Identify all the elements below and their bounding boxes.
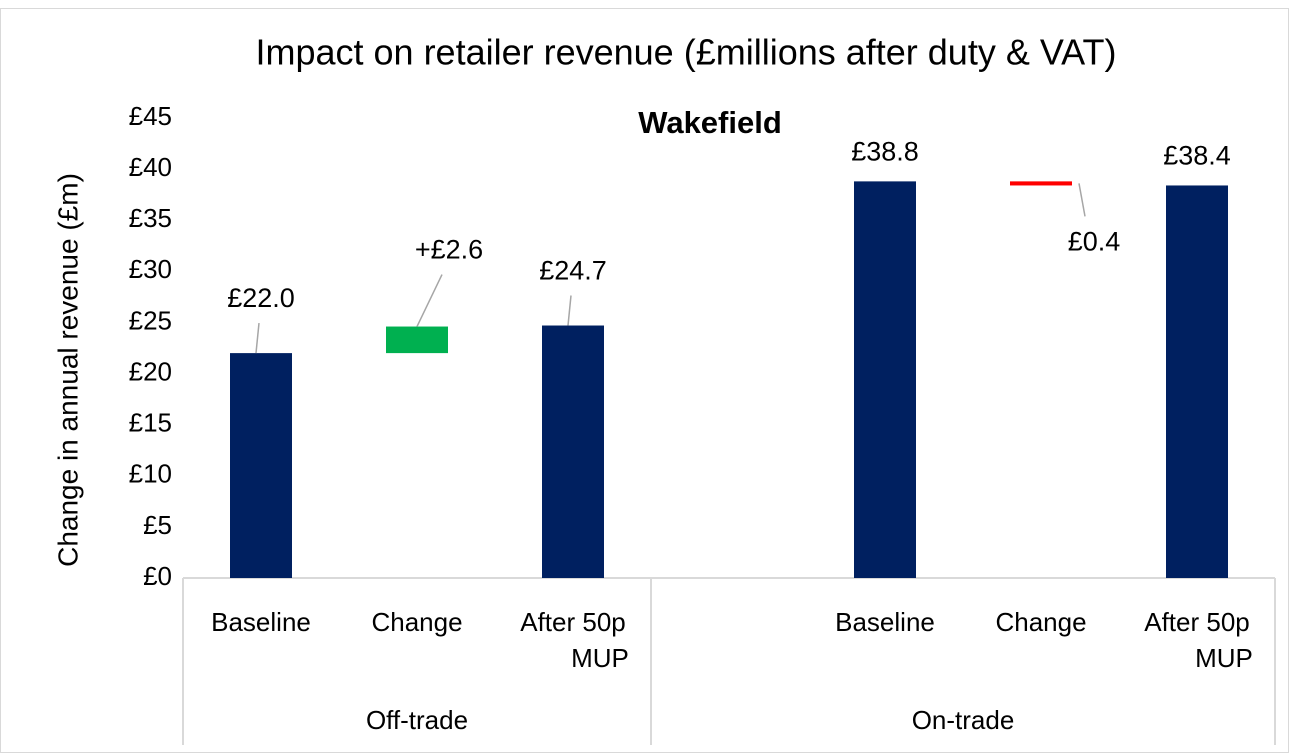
x-tick-label: After 50p MUP [520,607,629,673]
y-tick-label: £15 [129,408,172,438]
chart-frame [0,8,1289,753]
y-axis-title: Change in annual revenue (£m) [52,173,83,567]
leader-line [567,295,572,326]
bar [1166,185,1228,578]
group-label: Off-trade [366,705,468,735]
bar [386,326,448,354]
value-label: £38.8 [851,137,919,167]
y-tick-label: £10 [129,459,172,489]
y-tick-label: £5 [143,510,172,540]
chart-title: Impact on retailer revenue (£millions af… [255,32,1116,73]
y-tick-label: £0 [143,561,172,591]
group-label: On-trade [912,705,1015,735]
x-tick-label: Baseline [211,607,311,637]
y-tick-label: £35 [129,203,172,233]
y-tick-label: £25 [129,305,172,335]
value-label: +£2.6 [415,235,483,265]
value-label: £38.4 [1163,141,1231,171]
x-tick-label: After 50p MUP [1144,607,1253,673]
value-label: £0.4 [1068,227,1121,257]
x-tick-label: Change [371,607,462,637]
x-tick-label: Change [995,607,1086,637]
bar [854,181,916,578]
chart-subtitle: Wakefield [638,105,782,140]
value-label: £24.7 [539,256,607,286]
value-label: £22.0 [227,283,295,313]
leader-line [416,274,443,327]
bar [1010,181,1072,186]
y-tick-label: £20 [129,356,172,386]
bar [230,353,292,578]
leader-line [1078,183,1086,217]
y-tick-label: £30 [129,254,172,284]
bar [542,325,604,578]
leader-line [255,323,260,354]
y-tick-label: £40 [129,152,172,182]
x-tick-label: Baseline [835,607,935,637]
y-tick-label: £45 [129,101,172,131]
